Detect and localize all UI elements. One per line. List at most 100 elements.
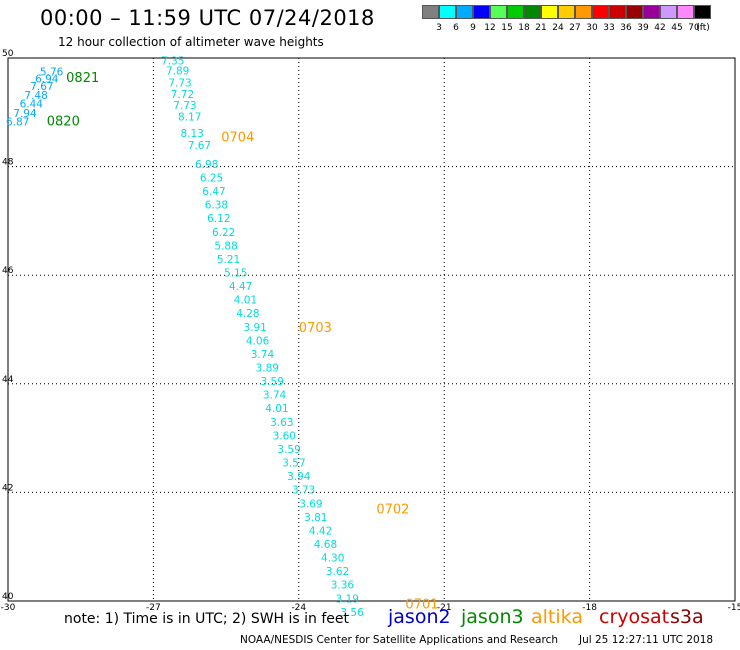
y-tick-label: 50 [2,49,14,59]
plot-frame [7,57,736,602]
legend-label: 12 [484,23,496,33]
data-point-value: 6.94 [35,74,59,86]
data-point-value: 4.68 [314,539,337,551]
x-tick-label: -30 [1,603,16,613]
satellite-label: jason2 [388,606,451,628]
legend-swatch [660,5,677,19]
legend-swatch [473,5,490,19]
legend-swatch [422,5,439,19]
y-tick-label: 42 [2,483,13,493]
legend-swatch [643,5,660,19]
legend-label: 21 [535,23,547,33]
satellite-label: altika [531,606,583,628]
data-point-value: 7.73 [173,100,196,112]
legend-label: 27 [569,23,581,33]
legend-label: 24 [552,23,564,33]
legend-swatch [575,5,592,19]
y-tick-label: 44 [2,375,14,385]
pass-label: 0821 [66,71,99,86]
generated-timestamp: Jul 25 12:27:11 UTC 2018 [579,634,714,646]
data-point-value: 4.28 [236,308,259,320]
data-point-value: 7.67 [30,81,53,93]
legend-swatch [626,5,643,19]
data-point-value: 6.38 [205,200,228,212]
pass-label: 0701 [405,598,438,613]
data-point-value: 6.87 [6,117,29,129]
pass-label: 0703 [299,321,332,336]
legend-unit: (ft) [696,23,710,33]
data-point-value: 3.59 [260,376,283,388]
legend-label: 33 [603,23,615,33]
legend-swatch [541,5,558,19]
y-tick-label: 46 [2,266,14,276]
satellite-label: jason3 [461,606,524,628]
y-tick-label: 40 [2,592,14,602]
data-point-value: 6.98 [195,159,218,171]
data-point-value: 7.67 [188,140,211,152]
data-point-value: 3.56 [340,607,364,619]
data-point-value: 3.60 [273,430,296,442]
data-point-value: 3.59 [277,444,300,456]
data-point-value: 7.72 [171,89,194,101]
legend-label: 36 [620,23,632,33]
data-point-value: 3.91 [243,322,266,334]
data-point-value: 4.42 [309,525,332,537]
legend-label: 30 [586,23,598,33]
data-point-value: 4.01 [265,403,288,415]
x-tick-label: -21 [437,603,452,613]
legend-label: 15 [501,23,513,33]
legend-swatch [558,5,575,19]
data-point-value: 3.19 [336,593,359,605]
data-point-value: 4.30 [321,553,344,565]
legend-swatch [592,5,609,19]
data-point-value: 5.15 [224,267,247,279]
data-point-value: 4.06 [246,335,270,347]
data-point-value: 3.69 [299,498,322,510]
credit-text: NOAA/NESDIS Center for Satellite Applica… [240,634,558,646]
data-point-value: 7.94 [13,108,37,120]
data-point-value: 5.76 [40,67,64,79]
legend-swatch [609,5,626,19]
data-point-value: 3.63 [270,417,293,429]
data-point-value: 3.81 [304,512,327,524]
legend-label: 70 [688,23,700,33]
data-point-value: 8.13 [180,128,203,140]
page-subtitle: 12 hour collection of altimeter wave hei… [58,35,324,49]
data-point-value: 6.47 [202,186,225,198]
x-tick-label: -18 [582,603,597,613]
data-point-value: 8.17 [178,112,201,124]
footer-note: note: 1) Time is in UTC; 2) SWH is in fe… [64,611,350,627]
data-point-value: 3.74 [263,390,287,402]
data-point-value: 4.01 [234,295,257,307]
legend-label: 6 [453,23,459,33]
legend-label: 3 [436,23,442,33]
data-point-value: 7.48 [24,90,47,102]
pass-label: 0820 [47,114,80,129]
legend-swatch [490,5,507,19]
legend-swatch [677,5,694,19]
data-point-value: 6.44 [20,99,44,111]
data-point-value: 7.73 [168,77,191,89]
legend-label: 42 [654,23,666,33]
data-point-value: 7.35 [161,56,184,68]
legend-swatch [524,5,541,19]
satellite-label: s3a [670,606,704,628]
legend-swatch [456,5,473,19]
x-tick-label: -24 [291,603,306,613]
data-point-value: 3.94 [287,471,311,483]
legend-swatch [694,5,711,19]
x-tick-label: -27 [146,603,161,613]
pass-label: 0704 [221,131,254,146]
legend-label: 9 [470,23,476,33]
data-point-value: 3.74 [251,349,275,361]
legend-swatch [439,5,456,19]
legend-label: 45 [671,23,683,33]
x-tick-label: -15 [728,603,740,613]
data-point-value: 3.57 [282,458,305,470]
satellite-label: cryosat [599,606,670,628]
data-point-value: 6.25 [200,172,223,184]
data-point-value: 6.22 [212,227,235,239]
data-point-value: 3.36 [331,580,355,592]
data-point-value: 5.88 [214,240,237,252]
